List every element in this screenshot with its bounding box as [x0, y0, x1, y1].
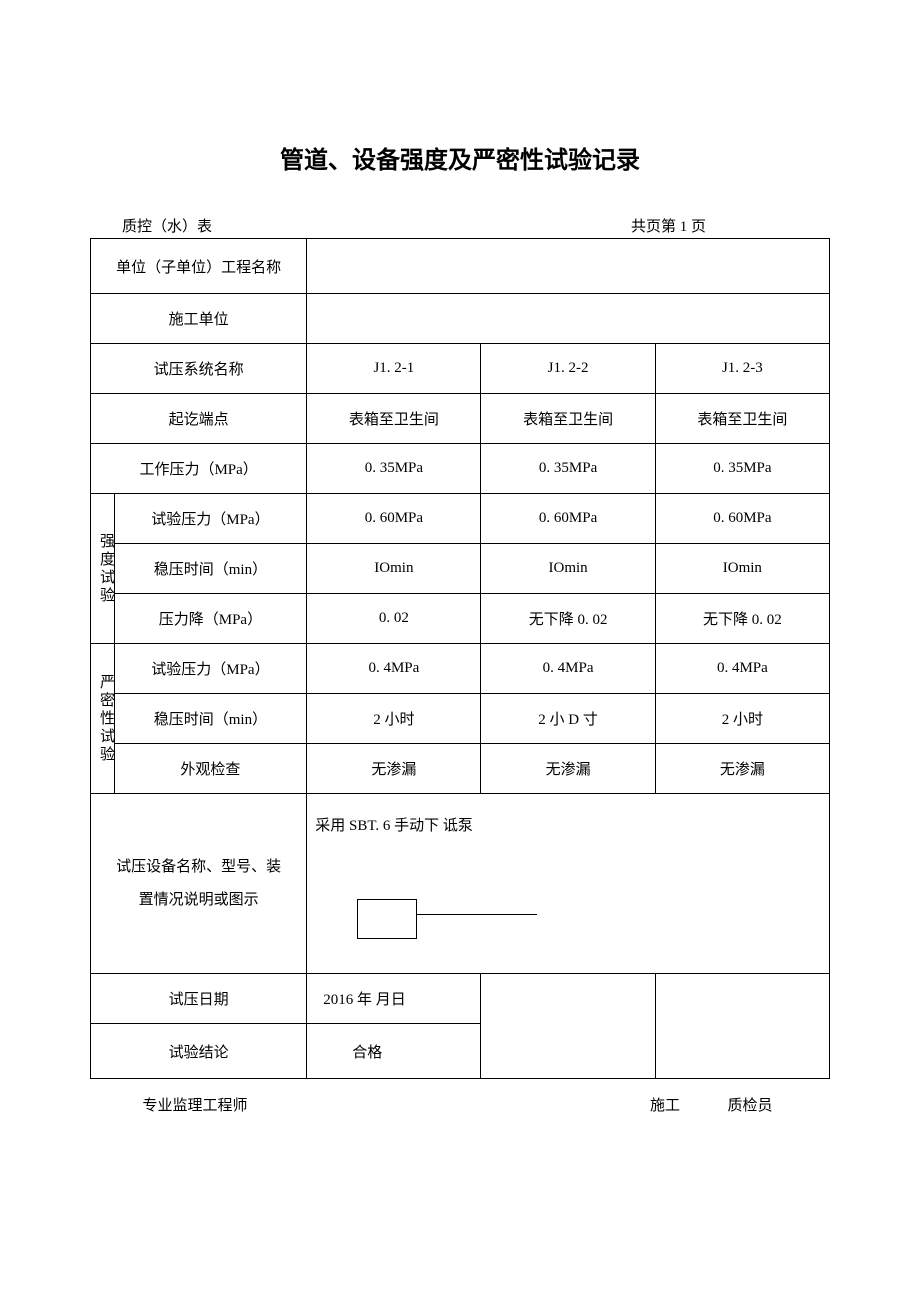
equipment-diagram-box [357, 899, 417, 939]
work-pressure-v2: 0. 35MPa [481, 444, 655, 494]
strength-test-pressure-label: 试验压力（MPa） [114, 494, 307, 544]
system-name-label: 试压系统名称 [91, 344, 307, 394]
construction-unit-value [307, 294, 830, 344]
strength-test-pressure-v1: 0. 60MPa [307, 494, 481, 544]
conclusion-value: 合格 [307, 1024, 481, 1079]
equipment-diagram-line [417, 914, 537, 915]
test-date-value: 2016 年 月日 [307, 974, 481, 1024]
unit-name-label: 单位（子单位）工程名称 [91, 239, 307, 294]
conclusion-label: 试验结论 [91, 1024, 307, 1079]
work-pressure-v1: 0. 35MPa [307, 444, 481, 494]
strength-test-pressure-v3: 0. 60MPa [655, 494, 829, 544]
endpoint-v3: 表箱至卫生间 [655, 394, 829, 444]
tightness-group-label: 严密性试验 [91, 644, 115, 794]
tightness-appearance-v2: 无渗漏 [481, 744, 655, 794]
test-record-table: 单位（子单位）工程名称 施工单位 试压系统名称 J1. 2-1 J1. 2-2 … [90, 238, 830, 1079]
footer-inspector: 质检员 [728, 1098, 773, 1114]
strength-stable-time-v3: IOmin [655, 544, 829, 594]
system-name-v3: J1. 2-3 [655, 344, 829, 394]
footer-row: 专业监理工程师 施工 质检员 [90, 1078, 830, 1131]
strength-test-pressure-v2: 0. 60MPa [481, 494, 655, 544]
strength-group-label: 强度试验 [91, 494, 115, 644]
conclusion-empty-2 [655, 1024, 829, 1079]
tightness-stable-time-v3: 2 小时 [655, 694, 829, 744]
footer-right: 施工 质检员 [640, 1078, 830, 1131]
strength-stable-time-label: 稳压时间（min） [114, 544, 307, 594]
tightness-test-pressure-v2: 0. 4MPa [481, 644, 655, 694]
tightness-stable-time-v2: 2 小 D 寸 [481, 694, 655, 744]
tightness-test-pressure-v3: 0. 4MPa [655, 644, 829, 694]
endpoint-v1: 表箱至卫生间 [307, 394, 481, 444]
strength-pressure-drop-v2: 无下降 0. 02 [481, 594, 655, 644]
strength-stable-time-v1: IOmin [307, 544, 481, 594]
equipment-desc: 采用 SBT. 6 手动下 诋泵 [307, 794, 830, 974]
tightness-test-pressure-label: 试验压力（MPa） [114, 644, 307, 694]
conclusion-empty-1 [481, 1024, 655, 1079]
unit-name-value [307, 239, 830, 294]
header-right-text: 共页第 1 页 [631, 215, 826, 236]
date-empty-2 [655, 974, 829, 1024]
tightness-stable-time-label: 稳压时间（min） [114, 694, 307, 744]
strength-pressure-drop-label: 压力降（MPa） [114, 594, 307, 644]
strength-pressure-drop-v1: 0. 02 [307, 594, 481, 644]
tightness-test-pressure-v1: 0. 4MPa [307, 644, 481, 694]
strength-pressure-drop-v3: 无下降 0. 02 [655, 594, 829, 644]
tightness-appearance-label: 外观检查 [114, 744, 307, 794]
system-name-v1: J1. 2-1 [307, 344, 481, 394]
endpoint-label: 起讫端点 [91, 394, 307, 444]
work-pressure-v3: 0. 35MPa [655, 444, 829, 494]
tightness-stable-time-v1: 2 小时 [307, 694, 481, 744]
construction-unit-label: 施工单位 [91, 294, 307, 344]
footer-construction: 施工 [650, 1098, 680, 1114]
tightness-appearance-v1: 无渗漏 [307, 744, 481, 794]
tightness-appearance-v3: 无渗漏 [655, 744, 829, 794]
table-header-row: 质控（水）表 共页第 1 页 [90, 215, 830, 236]
page-title: 管道、设备强度及严密性试验记录 [90, 140, 830, 175]
endpoint-v2: 表箱至卫生间 [481, 394, 655, 444]
strength-stable-time-v2: IOmin [481, 544, 655, 594]
date-empty-1 [481, 974, 655, 1024]
system-name-v2: J1. 2-2 [481, 344, 655, 394]
work-pressure-label: 工作压力（MPa） [91, 444, 307, 494]
test-date-label: 试压日期 [91, 974, 307, 1024]
equipment-label: 试压设备名称、型号、装 置情况说明或图示 [91, 794, 307, 974]
footer-supervisor: 专业监理工程师 [90, 1078, 300, 1131]
header-left-text: 质控（水）表 [94, 215, 212, 236]
